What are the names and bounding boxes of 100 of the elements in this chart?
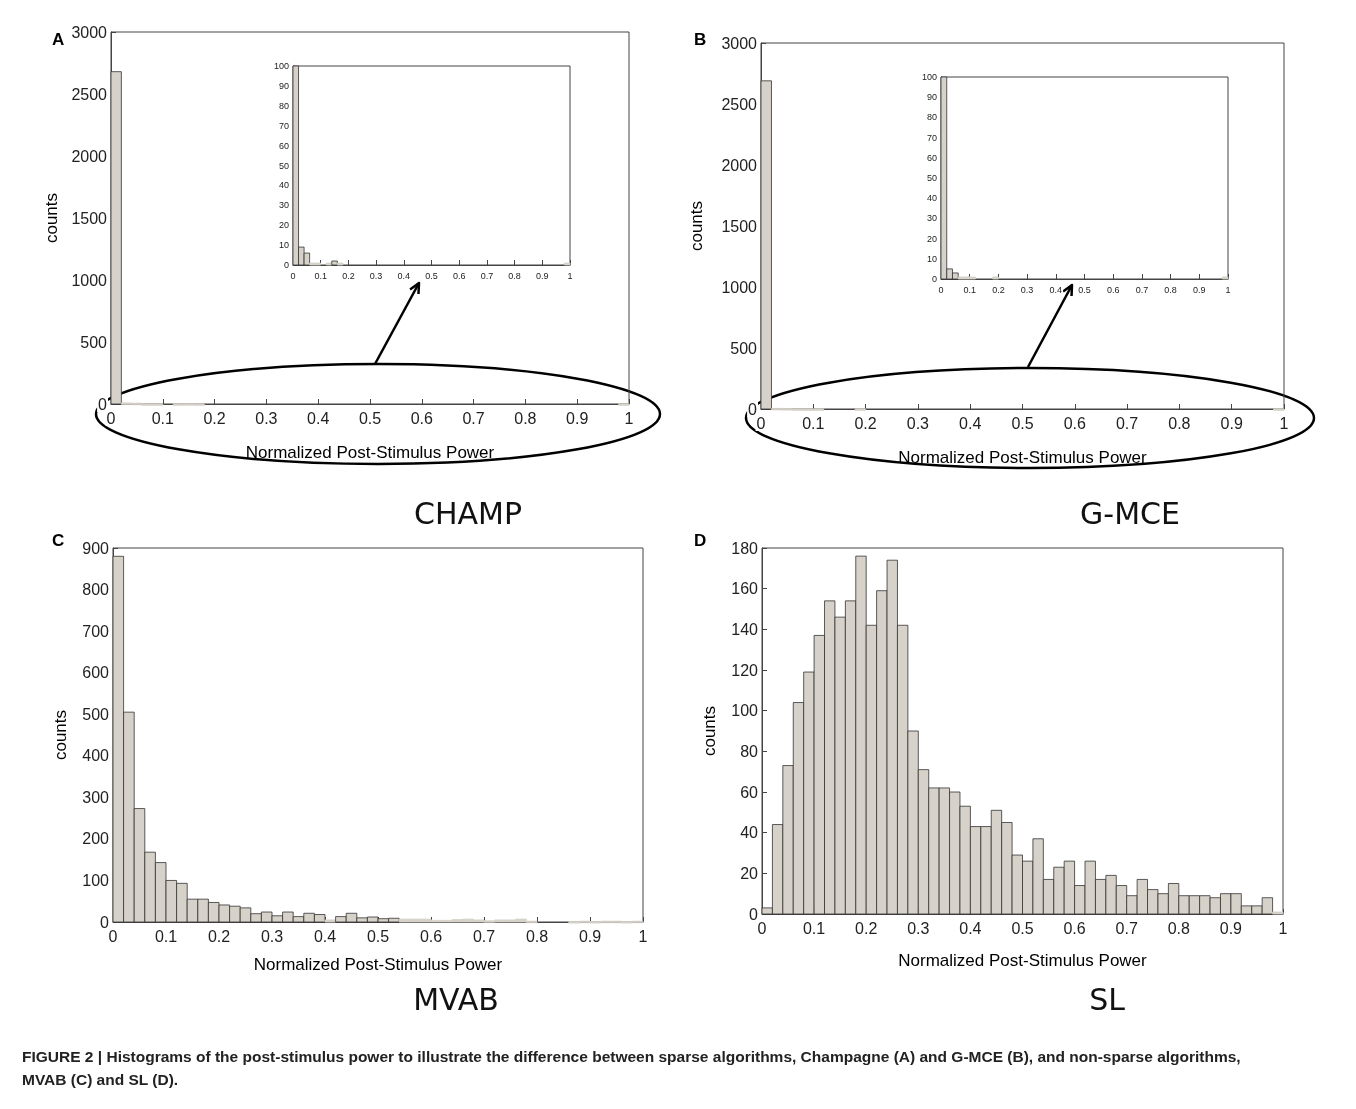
x-tick-label: 0.5	[1011, 414, 1034, 432]
x-tick-label: 0.3	[260, 927, 284, 945]
y-tick-label: 90	[278, 80, 289, 91]
x-tick-label: 0.3	[1020, 284, 1034, 295]
x-tick-label: 0.1	[314, 270, 327, 281]
y-tick-label: 160	[731, 580, 759, 598]
text: SL	[1089, 981, 1126, 1017]
x-tick-label: 0.9	[566, 409, 589, 427]
x-tick-label: 0.4	[397, 270, 411, 281]
x-tick-label: 0.8	[1164, 284, 1177, 295]
y-tick-label: 50	[926, 173, 937, 183]
text: A	[52, 30, 65, 49]
x-tick-label: 0.4	[959, 919, 982, 937]
x-tick-label: 0.6	[419, 927, 443, 945]
x-tick-label: 0.3	[906, 414, 930, 432]
y-tick-label: 140	[731, 620, 759, 638]
x-tick-label: 1	[1278, 919, 1288, 937]
y-tick-label: 0	[98, 395, 108, 413]
y-tick-label: 30	[278, 200, 289, 211]
y-tick-label: 900	[82, 539, 110, 557]
y-tick-label: 90	[926, 92, 937, 103]
x-tick-label: 0.2	[855, 919, 878, 937]
y-tick-label: 2500	[71, 85, 108, 103]
y-tick-label: 1000	[71, 271, 108, 289]
x-tick-label: 0.5	[366, 927, 390, 945]
x-tick-label: 0.7	[472, 927, 496, 945]
caption: FIGURE 2 | Histograms of the post-stimulus power to illustrate the difference between sparse algorithms, Champagne (A) and G-MCE (B), and non-sparse algorithms, MVAB (C) and SL (D).	[22, 1047, 1242, 1090]
x-tick-label: 0.8	[514, 409, 537, 427]
x-axis-title: Normalized Post-Stimulus Power	[245, 443, 495, 462]
x-tick-label: 0.1	[151, 409, 175, 427]
x-tick-label: 0.2	[203, 409, 226, 427]
y-tick-label: 10	[926, 253, 937, 264]
y-tick-label: 300	[82, 788, 110, 806]
y-tick-label: 2000	[721, 156, 758, 174]
text: MVAB	[413, 981, 499, 1017]
x-tick-label: 0.8	[525, 927, 549, 945]
x-tick-label: 0.7	[462, 409, 485, 427]
y-tick-label: 500	[82, 705, 110, 723]
y-axis-title: counts	[700, 705, 719, 757]
x-tick-label: 0.9	[536, 270, 549, 281]
y-tick-label: 30	[926, 213, 937, 224]
y-tick-label: 20	[926, 233, 937, 244]
y-tick-label: 0	[283, 260, 289, 270]
y-tick-label: 70	[926, 132, 937, 143]
text: G-MCE	[1080, 495, 1180, 531]
y-tick-label: 100	[921, 72, 937, 82]
x-tick-label: 0.7	[1115, 919, 1138, 937]
y-tick-label: 60	[740, 783, 759, 801]
x-tick-label: 0.2	[854, 414, 877, 432]
text: B	[694, 30, 707, 49]
y-tick-label: 100	[273, 61, 289, 71]
y-tick-label: 80	[278, 100, 289, 111]
y-axis-title: counts	[51, 709, 70, 761]
x-tick-label: 0.5	[425, 270, 438, 281]
x-tick-label: 0.9	[1193, 284, 1206, 295]
x-tick-label: 0.6	[1106, 284, 1120, 295]
y-tick-label: 1500	[721, 217, 758, 235]
y-tick-label: 2500	[721, 95, 758, 113]
x-tick-label: 0.9	[578, 927, 602, 945]
x-tick-label: 1	[1225, 284, 1231, 295]
y-tick-label: 50	[278, 160, 289, 171]
x-tick-label: 0.6	[410, 409, 434, 427]
x-tick-label: 0	[938, 284, 944, 295]
y-tick-label: 800	[82, 581, 110, 599]
y-tick-label: 400	[82, 747, 110, 765]
x-tick-label: 0.3	[907, 919, 930, 937]
y-tick-label: 0	[749, 905, 759, 923]
x-tick-label: 0.6	[1063, 919, 1086, 937]
x-tick-label: 1	[1279, 414, 1289, 432]
x-tick-label: 0.8	[1167, 919, 1191, 937]
x-tick-label: 0.7	[1115, 414, 1139, 432]
y-tick-label: 600	[82, 664, 110, 682]
y-tick-label: 500	[730, 339, 758, 357]
text: C	[52, 531, 65, 550]
x-tick-label: 0.9	[1219, 919, 1243, 937]
x-tick-label: 0.1	[802, 414, 825, 432]
x-axis-title: Normalized Post-Stimulus Power	[898, 951, 1148, 970]
x-tick-label: 0.7	[1135, 284, 1149, 295]
x-tick-label: 0.2	[342, 270, 355, 281]
y-tick-label: 40	[278, 180, 289, 191]
x-tick-label: 0.4	[313, 927, 337, 945]
y-tick-label: 20	[278, 220, 289, 231]
x-tick-label: 0.6	[1063, 414, 1087, 432]
x-tick-label: 0.4	[307, 409, 330, 427]
y-tick-label: 2000	[71, 147, 108, 165]
y-tick-label: 100	[82, 871, 110, 889]
y-tick-label: 3000	[71, 23, 108, 41]
x-tick-label: 0.1	[802, 919, 826, 937]
y-tick-label: 1500	[71, 209, 108, 227]
y-tick-label: 40	[926, 193, 937, 204]
y-tick-label: 3000	[721, 34, 758, 52]
y-tick-label: 500	[80, 333, 108, 351]
y-axis-title: counts	[41, 192, 61, 244]
x-tick-label: 0.2	[992, 284, 1005, 295]
x-tick-label: 0.1	[154, 927, 178, 945]
y-tick-label: 100	[731, 702, 759, 720]
y-axis-title: counts	[687, 200, 706, 252]
y-tick-label: 40	[740, 824, 759, 842]
x-tick-label: 0.3	[255, 409, 278, 427]
x-tick-label: 0.5	[1078, 284, 1091, 295]
